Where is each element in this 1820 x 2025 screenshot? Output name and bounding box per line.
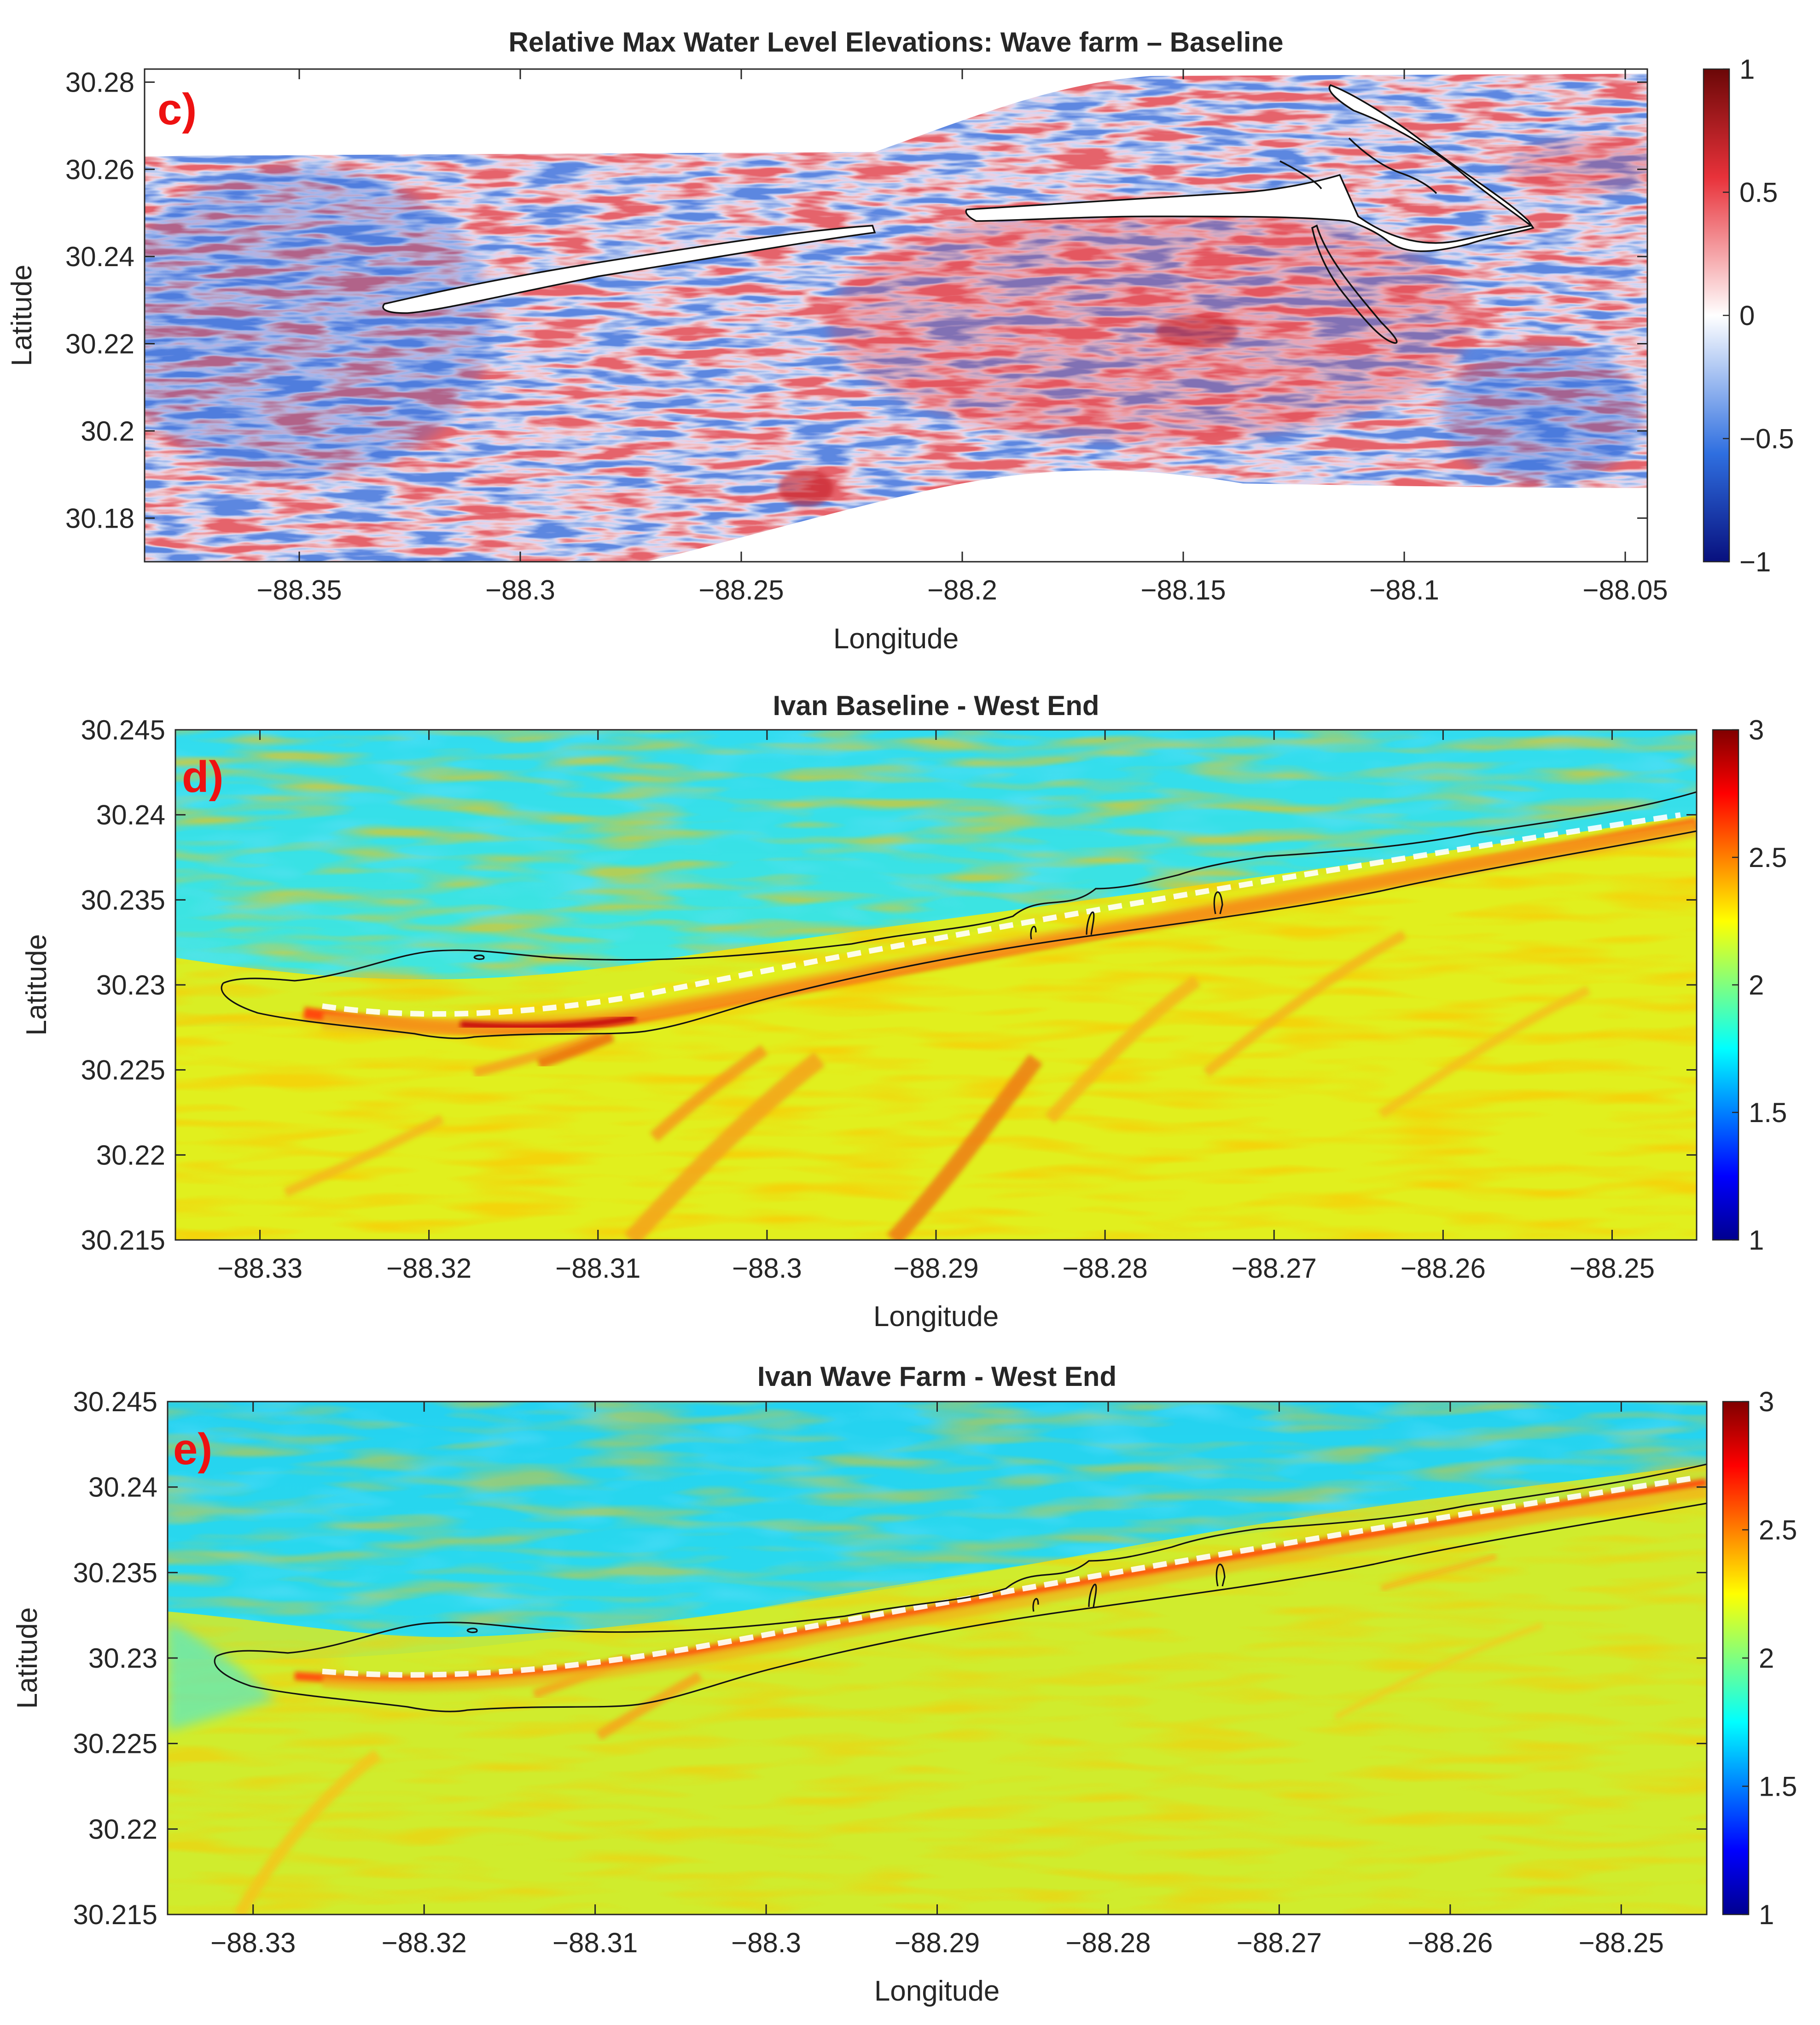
panel-e-label: e) xyxy=(173,1425,212,1474)
panel-e-coastline xyxy=(214,1463,1707,1712)
e-ytick-label: 30.245 xyxy=(73,1386,157,1417)
c-ytick-label: 30.28 xyxy=(65,67,134,98)
c-xtick-label: −88.25 xyxy=(698,575,784,605)
panel-d-ylabel: Latitude xyxy=(21,934,52,1036)
e-xtick-label: −88.32 xyxy=(382,1927,467,1958)
d-xtick-label: −88.29 xyxy=(893,1253,978,1284)
d-xtick-label: −88.33 xyxy=(217,1253,302,1284)
panel-c-coastline xyxy=(382,84,1535,344)
panel-d-title: Ivan Baseline - West End xyxy=(773,690,1099,721)
e-ytick-label: 30.22 xyxy=(88,1814,157,1845)
e-ytick-label: 30.23 xyxy=(88,1643,157,1674)
panel-c-axes xyxy=(144,68,1648,563)
e-xtick-label: −88.33 xyxy=(210,1927,296,1958)
d-ytick-label: 30.23 xyxy=(96,970,165,1001)
c-ytick-label: 30.18 xyxy=(65,503,134,534)
c-xtick-label: −88.2 xyxy=(927,575,997,605)
e-xtick-label: −88.3 xyxy=(731,1927,801,1958)
e-colorbar-tick-label: 2.5 xyxy=(1759,1515,1797,1546)
d-xtick-label: −88.26 xyxy=(1401,1253,1486,1284)
panel-d-streaks xyxy=(284,930,1591,1240)
panel-c-colorbar-ticks: −1 −0.5 0 0.5 1 xyxy=(1723,54,1794,577)
panel-e-xlabel: Longitude xyxy=(874,1975,1000,2007)
d-xtick-label: −88.32 xyxy=(386,1253,471,1284)
d-ytick-label: 30.225 xyxy=(81,1055,165,1086)
d-ytick-label: 30.215 xyxy=(81,1225,165,1256)
e-colorbar-tick-label: 1.5 xyxy=(1759,1771,1797,1802)
c-xtick-label: −88.1 xyxy=(1369,575,1439,605)
c-colorbar-tick-label: −1 xyxy=(1739,547,1771,577)
e-ytick-label: 30.235 xyxy=(73,1557,157,1588)
d-ytick-label: 30.235 xyxy=(81,884,165,915)
panel-c-title: Relative Max Water Level Elevations: Wav… xyxy=(509,27,1284,58)
panel-c-ylabel: Latitude xyxy=(6,265,38,367)
d-ytick-label: 30.245 xyxy=(81,715,165,745)
panel-e-colorbar-ticks: 1 1.5 2 2.5 3 xyxy=(1742,1386,1797,1930)
e-colorbar-tick-label: 2 xyxy=(1759,1643,1774,1674)
e-xtick-label: −88.31 xyxy=(552,1927,638,1958)
c-ytick-label: 30.2 xyxy=(81,416,134,447)
c-ytick-label: 30.24 xyxy=(65,241,134,272)
panel-e-ylabel: Latitude xyxy=(12,1607,43,1709)
e-ytick-label: 30.24 xyxy=(88,1472,157,1503)
c-ytick-label: 30.26 xyxy=(65,154,134,185)
e-xtick-label: −88.29 xyxy=(895,1927,980,1958)
panel-e-streaks xyxy=(234,1553,1544,1914)
panel-c: Relative Max Water Level Elevations: Wav… xyxy=(6,27,1794,655)
e-ytick-label: 30.225 xyxy=(73,1728,157,1759)
panel-e: Ivan Wave Farm - West End xyxy=(12,1361,1797,2007)
panel-d: Ivan Baseline - West End xyxy=(21,690,1787,1333)
c-ytick-label: 30.22 xyxy=(65,329,134,360)
c-xtick-label: −88.35 xyxy=(256,575,342,605)
d-ytick-label: 30.22 xyxy=(96,1140,165,1170)
d-ytick-label: 30.24 xyxy=(96,800,165,831)
panel-e-title: Ivan Wave Farm - West End xyxy=(757,1361,1116,1392)
d-colorbar-tick-label: 2.5 xyxy=(1749,842,1787,873)
panel-c-label: c) xyxy=(157,85,197,134)
c-xtick-label: −88.15 xyxy=(1140,575,1226,605)
c-colorbar-tick-label: 0.5 xyxy=(1739,177,1778,208)
c-xtick-label: −88.3 xyxy=(485,575,555,605)
panel-d-colorbar-ticks: 1 1.5 2 2.5 3 xyxy=(1732,715,1787,1256)
panel-d-xticks: −88.33 −88.32 −88.31 −88.3 −88.29 −88.28 −88.2… xyxy=(217,730,1655,1284)
panel-d-label: d) xyxy=(182,752,224,802)
d-xtick-label: −88.27 xyxy=(1232,1253,1317,1284)
d-xtick-label: −88.25 xyxy=(1570,1253,1655,1284)
c-colorbar-tick-label: 1 xyxy=(1739,54,1755,85)
panel-d-yticks: 30.215 30.22 30.225 30.23 30.235 30.24 30.245 xyxy=(81,715,1697,1256)
d-xtick-label: −88.31 xyxy=(555,1253,640,1284)
d-colorbar-tick-label: 3 xyxy=(1749,715,1764,745)
panel-d-xlabel: Longitude xyxy=(873,1301,999,1333)
c-xtick-label: −88.05 xyxy=(1582,575,1668,605)
panel-e-yticks: 30.215 30.22 30.225 30.23 30.235 30.24 30.245 xyxy=(73,1386,1707,1930)
panel-d-coastline xyxy=(221,791,1697,1039)
d-colorbar-tick-label: 2 xyxy=(1749,970,1764,1001)
c-colorbar-tick-label: −0.5 xyxy=(1739,424,1794,454)
e-xtick-label: −88.26 xyxy=(1407,1927,1493,1958)
d-xtick-label: −88.3 xyxy=(732,1253,802,1284)
e-colorbar-tick-label: 1 xyxy=(1759,1899,1774,1930)
c-colorbar-tick-label: 0 xyxy=(1739,300,1755,331)
panel-c-yticks: 30.18 30.2 30.22 30.24 30.26 30.28 xyxy=(65,67,1647,534)
d-colorbar-tick-label: 1 xyxy=(1749,1225,1764,1256)
e-colorbar-tick-label: 3 xyxy=(1759,1386,1774,1417)
panel-c-xticks: −88.35 −88.3 −88.25 −88.2 −88.15 −88.1 −88.05 xyxy=(256,69,1668,605)
d-colorbar-tick-label: 1.5 xyxy=(1749,1097,1787,1128)
panel-c-xlabel: Longitude xyxy=(833,623,959,655)
panel-e-xticks: −88.33 −88.32 −88.31 −88.3 −88.29 −88.28 −88.2… xyxy=(210,1402,1664,1958)
e-ytick-label: 30.215 xyxy=(73,1899,157,1930)
e-xtick-label: −88.28 xyxy=(1065,1927,1151,1958)
e-xtick-label: −88.25 xyxy=(1579,1927,1664,1958)
d-xtick-label: −88.28 xyxy=(1063,1253,1148,1284)
e-xtick-label: −88.27 xyxy=(1237,1927,1322,1958)
